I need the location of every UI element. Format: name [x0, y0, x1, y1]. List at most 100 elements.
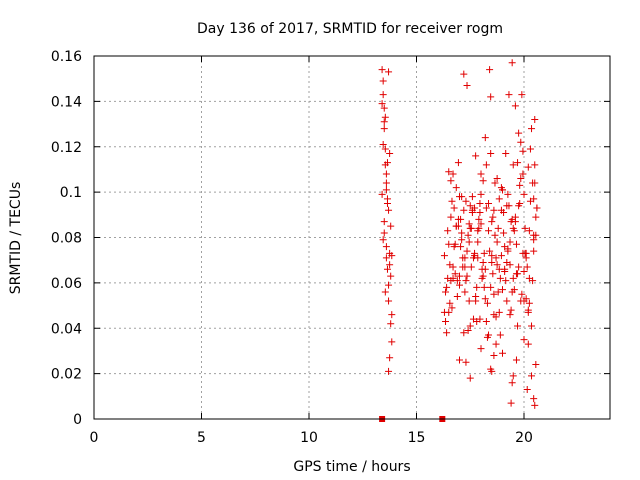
data-point: [382, 179, 390, 187]
data-point: [489, 213, 497, 221]
x-tick-label: 0: [90, 430, 99, 446]
data-point: [465, 220, 473, 228]
data-point: [469, 315, 477, 323]
data-point: [460, 206, 468, 214]
data-point: [530, 195, 538, 203]
data-point: [521, 224, 529, 232]
data-point: [386, 354, 394, 362]
data-point: [477, 220, 485, 228]
data-point: [467, 263, 475, 271]
data-point: [380, 125, 388, 133]
data-point: [499, 349, 506, 357]
data-point: [468, 206, 476, 214]
data-point: [502, 277, 510, 285]
data-point: [449, 170, 457, 178]
data-point: [524, 163, 532, 171]
x-tick-label: 10: [300, 430, 318, 446]
data-point: [382, 186, 390, 194]
data-point: [480, 283, 488, 291]
data-point: [488, 252, 496, 260]
data-point: [449, 274, 457, 282]
data-point: [497, 252, 505, 260]
data-point: [499, 186, 506, 194]
data-point: [383, 265, 391, 273]
data-points: [378, 59, 541, 422]
data-point: [504, 247, 512, 255]
data-point: [520, 268, 528, 276]
data-point: [525, 227, 533, 235]
data-point: [519, 249, 527, 257]
data-point: [466, 202, 474, 210]
data-point: [462, 277, 470, 285]
data-point: [382, 170, 390, 178]
data-point: [387, 320, 395, 328]
data-point: [494, 288, 502, 296]
y-axis-label: SRMTID / TECUs: [8, 182, 24, 295]
data-point: [495, 195, 503, 203]
y-tick-label: 0.08: [51, 231, 82, 247]
chart-title: Day 136 of 2017, SRMTID for receiver rog…: [197, 21, 503, 37]
data-point: [508, 288, 516, 296]
data-point: [487, 93, 495, 101]
axis-ticks: 0 0.02 0.04 0.06 0.08 0.1 0.12 0.14 0.16 0 5 10 15 20: [51, 49, 610, 446]
data-point: [530, 247, 538, 255]
data-point: [453, 292, 461, 300]
data-point: [516, 181, 524, 189]
data-point: [533, 204, 541, 212]
data-point: [528, 125, 536, 133]
data-point: [465, 297, 473, 305]
data-point: [526, 145, 534, 153]
data-point: [380, 104, 388, 112]
data-point: [456, 356, 463, 364]
data-point: [502, 150, 510, 158]
data-point: [487, 283, 495, 291]
data-point: [380, 118, 388, 126]
data-point: [485, 227, 493, 235]
data-point: [505, 91, 513, 99]
data-point: [503, 297, 511, 305]
data-point: [472, 152, 480, 160]
data-point: [532, 361, 540, 369]
data-point: [467, 224, 475, 232]
data-point: [522, 295, 530, 303]
data-point: [490, 290, 498, 298]
data-point: [509, 274, 517, 282]
data-point: [489, 270, 497, 278]
data-point: [476, 199, 484, 207]
data-point: [531, 401, 539, 409]
data-point: [460, 329, 468, 337]
data-point: [456, 272, 463, 280]
data-point: [487, 150, 495, 158]
data-point: [454, 159, 462, 167]
data-point: [452, 184, 460, 192]
data-point: [444, 227, 452, 235]
y-tick-label: 0.14: [51, 94, 82, 110]
data-point: [512, 240, 520, 248]
data-point: [385, 281, 393, 289]
data-point: [495, 308, 503, 316]
data-point: [493, 175, 501, 183]
data-point: [507, 399, 515, 407]
data-point: [447, 213, 455, 221]
data-point: [468, 193, 476, 201]
data-point: [493, 261, 501, 269]
data-point: [491, 179, 499, 187]
data-point: [512, 356, 520, 364]
data-point: [514, 322, 522, 330]
data-point: [492, 254, 500, 262]
data-point: [454, 222, 462, 230]
data-point: [531, 161, 539, 169]
data-point: [528, 372, 536, 380]
data-point: [381, 288, 389, 296]
data-point: [519, 170, 527, 178]
data-point: [515, 129, 523, 137]
data-point: [379, 91, 387, 99]
data-point: [458, 236, 466, 244]
data-point: [456, 281, 463, 289]
data-point: [440, 252, 448, 260]
y-tick-label: 0.1: [60, 185, 82, 201]
data-point: [382, 254, 390, 262]
data-point: [383, 159, 391, 167]
data-point: [482, 161, 490, 169]
